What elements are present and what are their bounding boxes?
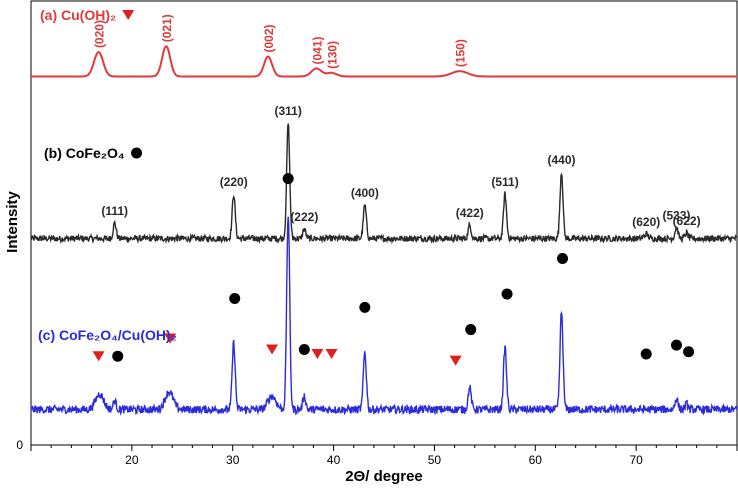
legend-circle-icon [131, 147, 143, 159]
peak-label: (620) [632, 215, 660, 229]
cofe2o4-marker [670, 339, 682, 351]
x-axis: 20 30 40 50 60 70 [30, 445, 738, 467]
peak-label: (533) [662, 208, 690, 222]
peak-label: (130) [326, 41, 340, 69]
peak-label: (150) [454, 39, 468, 67]
series-label-1: (a) Cu(OH)₂ [40, 7, 116, 23]
cofe2o4-marker [640, 348, 652, 360]
peak-label: (220) [220, 175, 248, 189]
x-tick-label: 60 [529, 453, 543, 467]
peak-label: (400) [351, 186, 379, 200]
cofe2o4-marker [229, 292, 241, 304]
panel-labels: (a) Cu(OH)₂ (b) CoFe₂O₄ (c) CoFe₂O₄/Cu(OH)… [38, 7, 177, 343]
cofe2o4-marker [501, 288, 513, 300]
phase-markers [92, 173, 695, 366]
series-group [30, 45, 738, 416]
peak-labels: (020) (021) (002) (041) (130) (150) (111) (220)… [93, 14, 701, 229]
cuoh2-marker [266, 344, 279, 355]
peak-label: (511) [491, 175, 518, 189]
peak-label: (622) [673, 214, 701, 228]
legend-triangle-icon [122, 10, 135, 20]
peak-label: (311) [275, 104, 302, 118]
y-axis-title: Intensity [4, 191, 21, 253]
series-label-2: (b) CoFe₂O₄ [44, 145, 125, 161]
peak-label: (021) [160, 14, 174, 42]
cofe2o4-marker [359, 301, 371, 313]
x-tick-label: 30 [226, 453, 240, 467]
cofe2o4-marker [683, 346, 695, 358]
peak-label: (222) [290, 210, 318, 224]
cuoh2-marker [92, 351, 105, 362]
series-line-3 [30, 216, 738, 416]
y-axis: 0 [16, 438, 36, 452]
series-line-2 [30, 123, 738, 245]
cofe2o4-marker [282, 173, 294, 185]
plot-frame [30, 0, 738, 446]
cuoh2-marker [164, 333, 177, 344]
peak-label: (020) [93, 20, 107, 48]
cofe2o4-marker [112, 350, 124, 362]
cuoh2-marker [449, 355, 462, 366]
cuoh2-marker [311, 348, 324, 359]
cuoh2-marker [325, 348, 338, 359]
cofe2o4-marker [557, 253, 569, 265]
cofe2o4-marker [465, 324, 477, 336]
peak-label: (041) [310, 36, 324, 64]
x-axis-title: 2Θ/ degree [345, 468, 423, 485]
x-tick-label: 50 [428, 453, 442, 467]
x-tick-label: 20 [125, 453, 139, 467]
peak-label: (422) [456, 206, 484, 220]
x-tick-label: 70 [629, 453, 643, 467]
series-label-3: (c) CoFe₂O₄/Cu(OH)₂ [38, 327, 177, 343]
peak-label: (440) [548, 153, 576, 167]
peak-label: (111) [101, 204, 128, 218]
y-tick-label: 0 [16, 438, 23, 452]
series-line-1 [31, 45, 737, 78]
x-tick-label: 40 [327, 453, 341, 467]
cofe2o4-marker [298, 344, 310, 356]
peak-label: (002) [262, 24, 276, 52]
